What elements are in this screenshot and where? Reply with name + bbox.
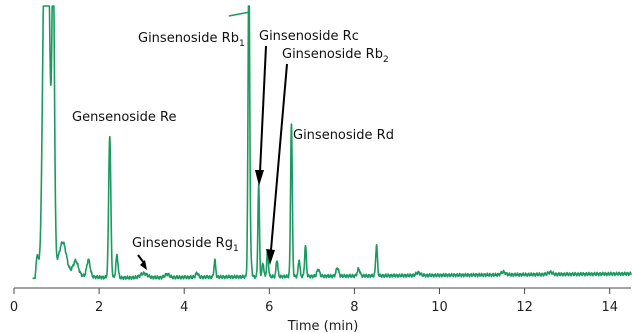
peak-label-rb2: Ginsenoside Rb2: [282, 47, 389, 65]
arrow-head-rg1: [140, 260, 147, 270]
rb1-peak-cap: [228, 11, 251, 17]
arrow-head-rb2: [266, 249, 275, 265]
peak-label-rg1: Ginsenoside Rg1: [132, 236, 239, 254]
arrow-head-rc: [255, 170, 264, 186]
x-axis-ticks: 0 2 4 6 8 10 12 14: [10, 288, 618, 315]
chromatogram-trace: [32, 5, 632, 281]
arrow-rg1: [137, 254, 145, 264]
peak-label-rd: Ginsenoside Rd: [293, 128, 394, 143]
arrow-rc: [259, 45, 267, 173]
peak-label-rc: Ginsenoside Rc: [259, 29, 359, 44]
x-tick-label: 12: [516, 300, 533, 315]
peak-label-rb1: Ginsenoside Rb1: [138, 31, 245, 49]
x-tick-label: 0: [10, 300, 18, 315]
arrow-rb2: [270, 63, 288, 251]
peak-label-re: Gensenoside Re: [72, 110, 177, 125]
x-tick-label: 4: [180, 300, 188, 315]
x-tick-label: 14: [601, 300, 618, 315]
x-tick-label: 8: [350, 300, 358, 315]
x-tick-label: 6: [265, 300, 273, 315]
x-tick-label: 2: [95, 300, 103, 315]
x-tick-label: 10: [431, 300, 448, 315]
x-axis-title: Time (min): [287, 319, 359, 333]
